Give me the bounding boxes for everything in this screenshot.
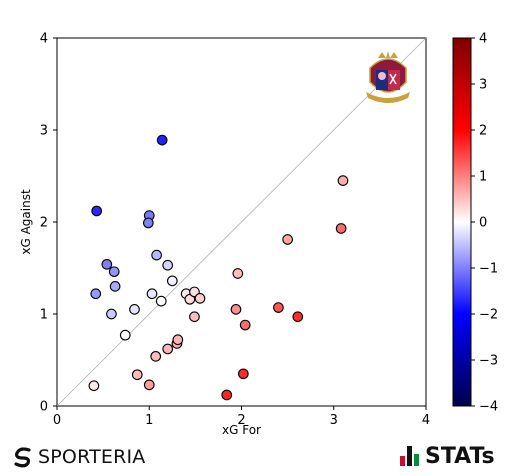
data-point bbox=[162, 259, 174, 271]
colorbar-tick-label: 1 bbox=[479, 170, 487, 185]
x-tick-label: 1 bbox=[145, 413, 153, 428]
colorbar-tick-label: 4 bbox=[479, 32, 487, 47]
colorbar: 4 3 2 1 0 −1 −2 −3 −4 bbox=[452, 32, 498, 415]
colorbar-tick-label: −1 bbox=[479, 262, 498, 277]
y-tick-label: 3 bbox=[40, 124, 48, 139]
stats-logo: STATs bbox=[400, 443, 495, 469]
x-tick-label: 2 bbox=[237, 413, 245, 428]
x-tick-label: 0 bbox=[53, 413, 61, 428]
plot-area: 0 1 2 3 4 0 1 2 3 4 xG For xG Against bbox=[19, 32, 430, 438]
data-point bbox=[273, 302, 284, 313]
x-axis-label: xG For bbox=[222, 423, 261, 437]
y-axis-label: xG Against bbox=[19, 189, 33, 255]
data-point bbox=[91, 205, 103, 217]
y-tick-label: 0 bbox=[40, 400, 48, 415]
data-point bbox=[106, 308, 117, 320]
data-point bbox=[150, 350, 162, 362]
data-point bbox=[88, 380, 100, 392]
data-point bbox=[162, 343, 174, 355]
sporteria-mark-icon bbox=[14, 447, 31, 468]
data-point bbox=[292, 311, 304, 323]
data-point bbox=[155, 295, 167, 307]
data-point bbox=[221, 389, 233, 401]
data-point bbox=[337, 175, 349, 186]
data-point bbox=[146, 288, 158, 300]
colorbar-tick-label: −4 bbox=[479, 400, 498, 415]
data-point bbox=[90, 288, 102, 300]
sporteria-logo: SPORTERIA bbox=[12, 444, 146, 470]
sporteria-wordmark: SPORTERIA bbox=[38, 446, 146, 468]
data-point bbox=[230, 304, 242, 315]
data-point bbox=[237, 368, 249, 380]
diagonal-line bbox=[56, 37, 427, 407]
x-tick-label: 3 bbox=[330, 413, 338, 428]
data-point bbox=[109, 281, 121, 292]
scatter-chart: 0 1 2 3 4 0 1 2 3 4 xG For xG Against 4 3 2 1 0 −1 −2 −3 −4 bbox=[19, 32, 498, 438]
colorbar-tick-label: −2 bbox=[479, 308, 498, 323]
y-tick-label: 1 bbox=[40, 308, 48, 323]
data-point bbox=[239, 319, 251, 331]
data-point bbox=[189, 311, 200, 323]
colorbar-tick-label: 3 bbox=[479, 78, 487, 93]
y-tick-label: 2 bbox=[40, 216, 48, 231]
colorbar-tick-label: 2 bbox=[479, 124, 487, 139]
y-tick-label: 4 bbox=[40, 32, 48, 47]
stats-wordmark: STATs bbox=[425, 443, 495, 469]
data-point bbox=[129, 304, 140, 315]
data-point bbox=[119, 329, 131, 341]
data-point bbox=[335, 223, 347, 234]
data-point bbox=[166, 275, 178, 287]
data-point bbox=[108, 266, 120, 278]
colorbar-tick-label: −3 bbox=[479, 354, 498, 369]
colorbar-gradient bbox=[452, 37, 472, 407]
data-point bbox=[172, 334, 184, 346]
data-point bbox=[101, 258, 113, 270]
colorbar-tick-label: 0 bbox=[479, 216, 487, 231]
data-point bbox=[156, 134, 168, 146]
data-point bbox=[151, 249, 162, 261]
data-point bbox=[143, 379, 155, 391]
data-point bbox=[194, 293, 206, 304]
club-crest-logo bbox=[366, 51, 410, 103]
data-point bbox=[142, 217, 154, 229]
x-tick-label: 4 bbox=[422, 413, 430, 428]
data-point bbox=[282, 234, 293, 245]
stats-bars-icon bbox=[400, 446, 419, 466]
data-point bbox=[232, 268, 244, 279]
data-point bbox=[131, 369, 143, 381]
